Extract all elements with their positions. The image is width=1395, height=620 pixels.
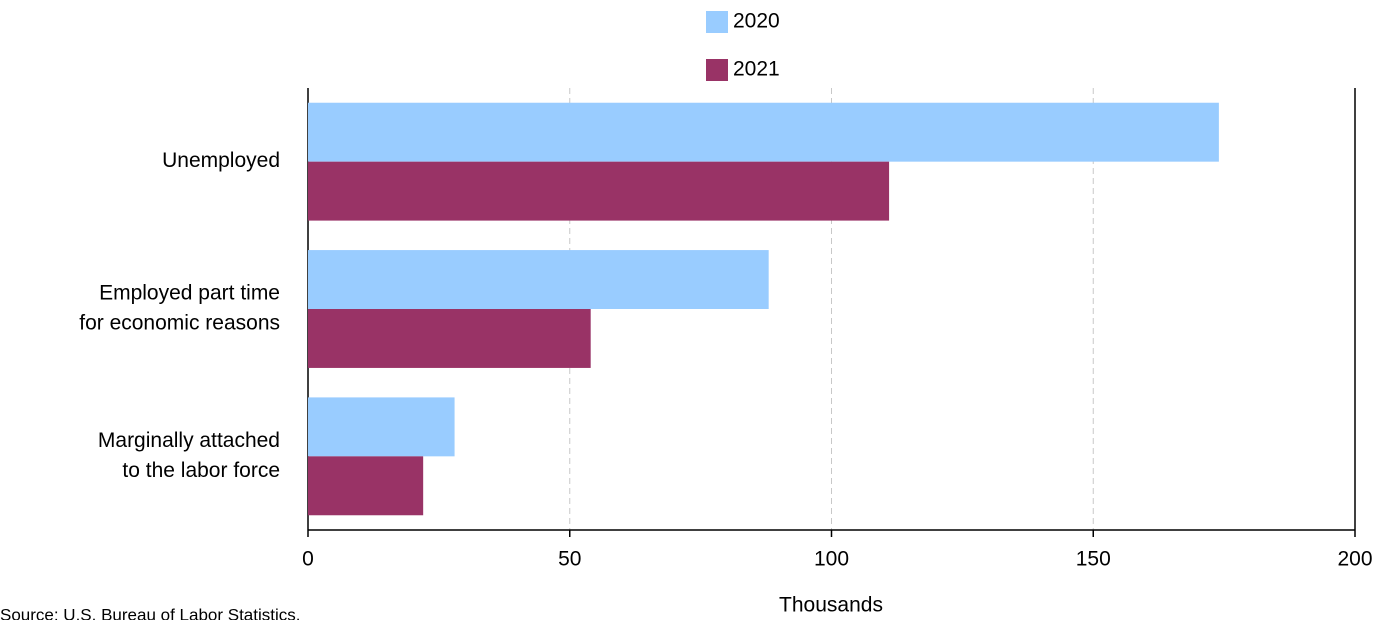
bar [308,456,424,516]
legend-swatch [706,59,728,81]
x-tick-label: 150 [1076,548,1111,571]
legend-label: 2021 [733,58,780,81]
bar [308,161,890,221]
y-tick-label: to the labor force [122,459,280,482]
x-tick-label: 200 [1337,548,1372,571]
y-tick-label: Marginally attached [98,429,280,452]
bar [308,309,591,368]
y-tick-label: Employed part time [99,282,280,305]
x-axis-label: Thousands [779,594,883,617]
legend-swatch [706,11,728,33]
bar [308,250,769,309]
y-tick-label: for economic reasons [79,312,280,335]
bar [308,397,455,457]
x-tick-label: 50 [558,548,581,571]
source-note: Source: U.S. Bureau of Labor Statistics. [0,605,300,620]
bar [308,102,1219,162]
x-tick-label: 100 [814,548,849,571]
legend-label: 2020 [733,10,780,33]
y-tick-label: Unemployed [162,149,280,172]
x-tick-label: 0 [302,548,314,571]
